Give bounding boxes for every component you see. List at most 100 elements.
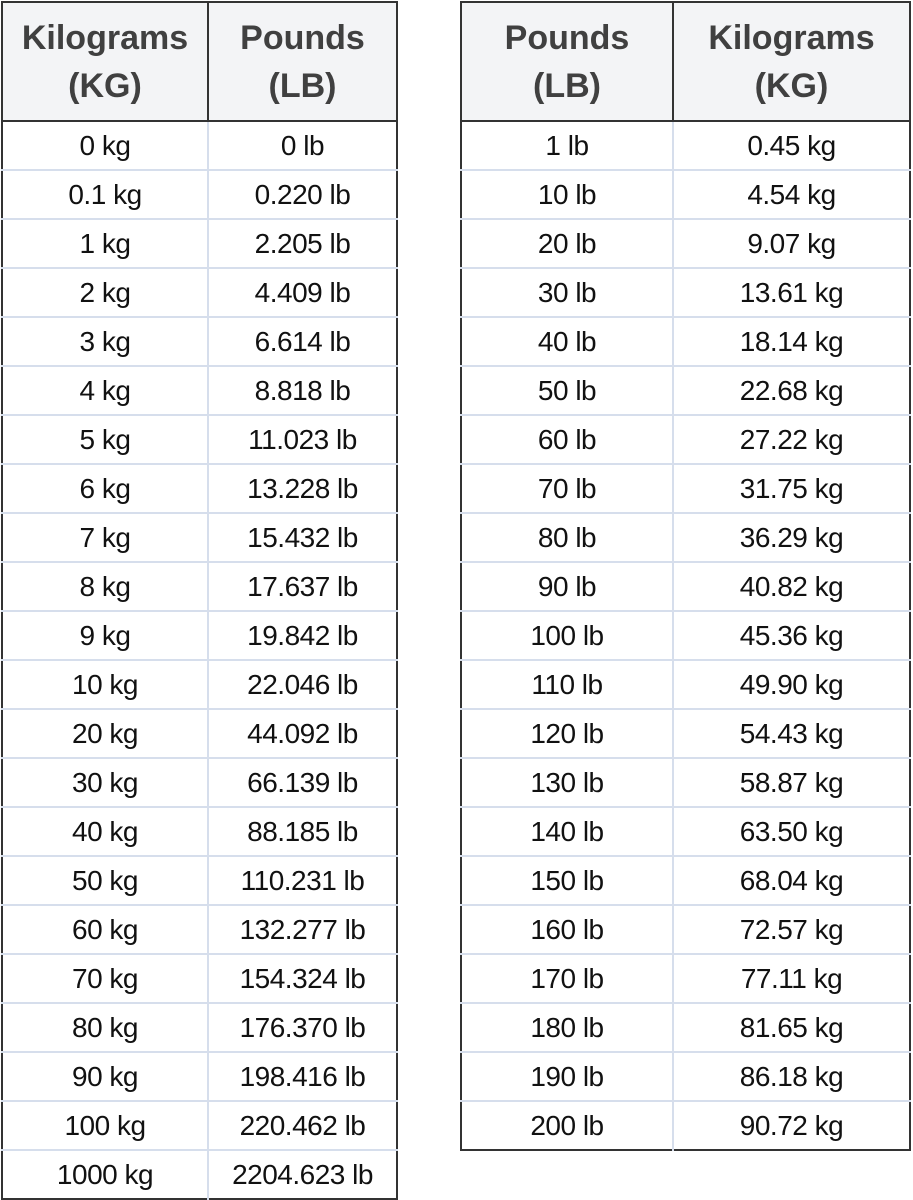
table-cell: 68.04 kg [673,856,910,906]
table-row: 170 lb 77.11 kg [461,954,910,1004]
table-cell: 13.228 lb [208,464,397,514]
table-cell: 132.277 lb [208,905,397,955]
table-cell: 40 kg [2,807,209,857]
table-cell: 140 lb [461,807,674,857]
table-row: 160 lb 72.57 kg [461,905,910,955]
table-cell: 88.185 lb [208,807,397,857]
table-row: 10 lb 4.54 kg [461,170,910,220]
table-cell: 86.18 kg [673,1052,910,1102]
table-cell: 22.68 kg [673,366,910,416]
column-header: Kilograms (KG) [2,2,209,122]
table-cell: 190 lb [461,1052,674,1102]
table-cell: 200 lb [461,1101,674,1150]
table-row: 30 kg 66.139 lb [2,758,397,808]
table-row: 110 lb 49.90 kg [461,660,910,710]
table-cell: 8 kg [2,562,209,612]
table-cell: 72.57 kg [673,905,910,955]
column-header: Pounds (LB) [208,2,397,122]
kg-to-lb-table: Kilograms (KG) Pounds (LB) 0 kg 0 lb 0.1 kg 0.… [1,1,398,1200]
column-header-line: (LB) [268,66,337,105]
table-cell: 220.462 lb [208,1101,397,1151]
table-cell: 90 lb [461,562,674,612]
table-cell: 11.023 lb [208,415,397,465]
table-cell: 150 lb [461,856,674,906]
table-row: 1000 kg 2204.623 lb [2,1150,397,1199]
table-cell: 0 lb [208,121,397,171]
table-cell: 110 lb [461,660,674,710]
table-cell: 18.14 kg [673,317,910,367]
table-cell: 50 kg [2,856,209,906]
table-row: 60 lb 27.22 kg [461,415,910,465]
table-cell: 8.818 lb [208,366,397,416]
table-row: 80 kg 176.370 lb [2,1003,397,1053]
table-cell: 9 kg [2,611,209,661]
table-row: 4 kg 8.818 lb [2,366,397,416]
table-row: 8 kg 17.637 lb [2,562,397,612]
table-cell: 170 lb [461,954,674,1004]
table-cell: 80 kg [2,1003,209,1053]
header-row: Kilograms (KG) Pounds (LB) [2,2,397,122]
table-cell: 49.90 kg [673,660,910,710]
table-cell: 1000 kg [2,1150,209,1199]
table-cell: 45.36 kg [673,611,910,661]
table-cell: 40.82 kg [673,562,910,612]
table-cell: 63.50 kg [673,807,910,857]
table-cell: 60 kg [2,905,209,955]
table-cell: 70 lb [461,464,674,514]
table-cell: 3 kg [2,317,209,367]
table-cell: 20 lb [461,219,674,269]
table-row: 50 kg 110.231 lb [2,856,397,906]
table-cell: 80 lb [461,513,674,563]
table-row: 100 kg 220.462 lb [2,1101,397,1151]
table-cell: 20 kg [2,709,209,759]
table-cell: 6.614 lb [208,317,397,367]
table-cell: 17.637 lb [208,562,397,612]
table-row: 100 lb 45.36 kg [461,611,910,661]
table-row: 190 lb 86.18 kg [461,1052,910,1102]
table-cell: 198.416 lb [208,1052,397,1102]
table-cell: 130 lb [461,758,674,808]
table-cell: 2204.623 lb [232,1158,373,1190]
table-cell: 0 kg [2,121,209,171]
table-cell: 31.75 kg [673,464,910,514]
column-header-line: Kilograms [21,18,189,57]
table-row: 20 kg 44.092 lb [2,709,397,759]
table-cell: 4 kg [2,366,209,416]
table-cell: 15.432 lb [208,513,397,563]
table-cell: 110.231 lb [208,856,397,906]
table-cell: 36.29 kg [673,513,910,563]
table-cell: 77.11 kg [673,954,910,1004]
table-row: 180 lb 81.65 kg [461,1003,910,1053]
table-cell: 180 lb [461,1003,674,1053]
table-cell: 1 kg [2,219,209,269]
table-cell: 1 lb [461,121,674,171]
column-header-line: (LB) [533,66,601,105]
table-cell: 70 kg [2,954,209,1004]
table-row: 80 lb 36.29 kg [461,513,910,563]
table-cell: 176.370 lb [208,1003,397,1053]
table-row: 5 kg 11.023 lb [2,415,397,465]
table-cell: 90 kg [2,1052,209,1102]
table-cell: 60 lb [461,415,674,465]
table-cell: 19.842 lb [208,611,397,661]
table-row: 3 kg 6.614 lb [2,317,397,367]
column-header-line: Pounds [240,18,365,57]
table-cell: 30 lb [461,268,674,318]
table-row: 200 lb 90.72 kg [461,1101,910,1150]
table-cell: 2 kg [2,268,209,318]
table-row: 30 lb 13.61 kg [461,268,910,318]
column-header-line: (KG) [754,66,829,105]
table-row: 1 lb 0.45 kg [461,121,910,171]
table-cell: 0.1 kg [2,170,209,220]
table-row: 70 lb 31.75 kg [461,464,910,514]
table-cell: 27.22 kg [673,415,910,465]
table-cell: 22.046 lb [208,660,397,710]
table-row: 6 kg 13.228 lb [2,464,397,514]
table-row: 120 lb 54.43 kg [461,709,910,759]
table-cell: 4.409 lb [208,268,397,318]
table-cell: 5 kg [2,415,209,465]
table-row: 40 kg 88.185 lb [2,807,397,857]
table-row: 90 kg 198.416 lb [2,1052,397,1102]
table-row: 9 kg 19.842 lb [2,611,397,661]
column-header-line: Kilograms [708,18,875,57]
